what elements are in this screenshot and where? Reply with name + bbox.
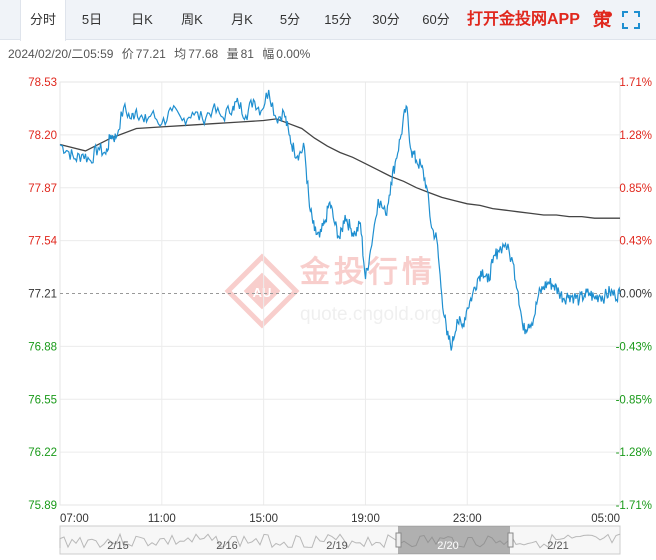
watermark-logo-icon <box>224 253 300 329</box>
price-label: 价 <box>121 47 134 61</box>
price-tick-label: 78.53 <box>28 77 57 89</box>
open-app-link[interactable]: 打开金投网APP <box>467 11 580 28</box>
tab-5day[interactable]: 5日 <box>81 12 103 27</box>
overview-navigator[interactable]: 2/15 2/16 2/19 2/20 2/21 <box>59 525 621 555</box>
change-label: 幅 <box>262 47 275 61</box>
percent-tick-label: -0.43% <box>616 341 652 353</box>
tab-30min[interactable]: 30分 <box>372 12 400 27</box>
overview-right-handle[interactable] <box>507 532 514 548</box>
percent-axis-labels: 1.71% 1.28% 0.85% 0.43% 0.00% -0.43% -0.85% -1.… <box>616 77 652 512</box>
percent-tick-label: 1.71% <box>619 77 652 89</box>
overview-date-label: 2/21 <box>547 540 568 552</box>
price-value: 77.21 <box>135 47 166 61</box>
watermark-logo-core <box>243 272 281 310</box>
overview-line <box>59 532 621 549</box>
tab-weekly-k[interactable]: 周K <box>181 12 203 27</box>
price-tick-label: 77.54 <box>28 236 57 248</box>
overview-date-label: 2/16 <box>216 540 237 552</box>
tab-15min[interactable]: 15分 <box>324 12 352 27</box>
time-tick-label: 23:00 <box>453 513 482 525</box>
price-line <box>59 89 621 351</box>
price-tick-label: 76.22 <box>28 447 57 459</box>
price-tick-label: 76.88 <box>28 341 57 353</box>
overview-date-label: 2/20 <box>437 540 458 552</box>
price-tick-label: 76.55 <box>28 394 57 406</box>
overview-date-labels: 2/15 2/16 2/19 2/20 2/21 <box>107 540 568 552</box>
watermark-mark: AU <box>253 285 272 300</box>
percent-tick-label: -1.71% <box>616 500 652 512</box>
price-tick-label: 78.20 <box>28 130 57 142</box>
period-tab-bar: 分时 5日 日K 周K 月K 5分 15分 30分 60分 打开金投网APP 策 <box>0 0 656 41</box>
overview-date-label: 2/15 <box>107 540 128 552</box>
watermark: AU 金投行情 quote.cngold.org <box>224 253 442 329</box>
tab-intraday[interactable]: 分时 <box>20 0 66 41</box>
overview-selection[interactable] <box>398 526 510 554</box>
avg-value: 77.68 <box>188 47 219 61</box>
watermark-text: 金投行情 <box>299 255 436 290</box>
strategy-button[interactable]: 策 <box>593 10 611 30</box>
overview-track <box>59 525 621 555</box>
percent-tick-label: -1.28% <box>616 447 652 459</box>
price-tick-label: 77.87 <box>28 183 57 195</box>
time-tick-label: 15:00 <box>249 513 278 525</box>
notification-dot <box>607 12 612 17</box>
percent-tick-label: 0.43% <box>619 236 652 248</box>
tab-daily-k[interactable]: 日K <box>131 12 153 27</box>
percent-tick-label: 0.85% <box>619 183 652 195</box>
time-tick-label: 19:00 <box>351 513 380 525</box>
quote-datetime: 2024/02/20/二05:59 <box>8 47 114 61</box>
avg-price-line <box>59 118 620 219</box>
percent-tick-label: 0.00% <box>619 289 652 301</box>
avg-label: 均 <box>174 47 187 61</box>
volume-value: 81 <box>240 47 254 61</box>
time-tick-label: 11:00 <box>148 513 176 525</box>
quote-info-row: 2024/02/20/二05:59 价 77.21 均 77.68 量 81 幅 0.0… <box>8 44 315 64</box>
tab-5min[interactable]: 5分 <box>279 12 301 27</box>
time-tick-label: 07:00 <box>60 513 89 525</box>
price-tick-label: 77.21 <box>28 289 57 301</box>
tab-monthly-k[interactable]: 月K <box>231 12 253 27</box>
watermark-url: quote.cngold.org <box>300 304 442 325</box>
change-value: 0.00% <box>276 47 311 61</box>
overview-date-label: 2/19 <box>326 540 347 552</box>
price-tick-label: 75.89 <box>28 500 57 512</box>
percent-tick-label: -0.85% <box>616 394 652 406</box>
fullscreen-icon[interactable] <box>622 11 640 29</box>
time-tick-label: 05:00 <box>591 513 620 525</box>
price-axis-labels: 78.53 78.20 77.87 77.54 77.21 76.88 76.55 76.22… <box>28 77 57 512</box>
percent-tick-label: 1.28% <box>619 130 652 142</box>
volume-label: 量 <box>226 47 239 61</box>
tab-60min[interactable]: 60分 <box>422 12 450 27</box>
time-axis-labels: 07:00 11:00 15:00 19:00 23:00 05:00 <box>60 513 620 525</box>
overview-left-handle[interactable] <box>395 532 402 548</box>
